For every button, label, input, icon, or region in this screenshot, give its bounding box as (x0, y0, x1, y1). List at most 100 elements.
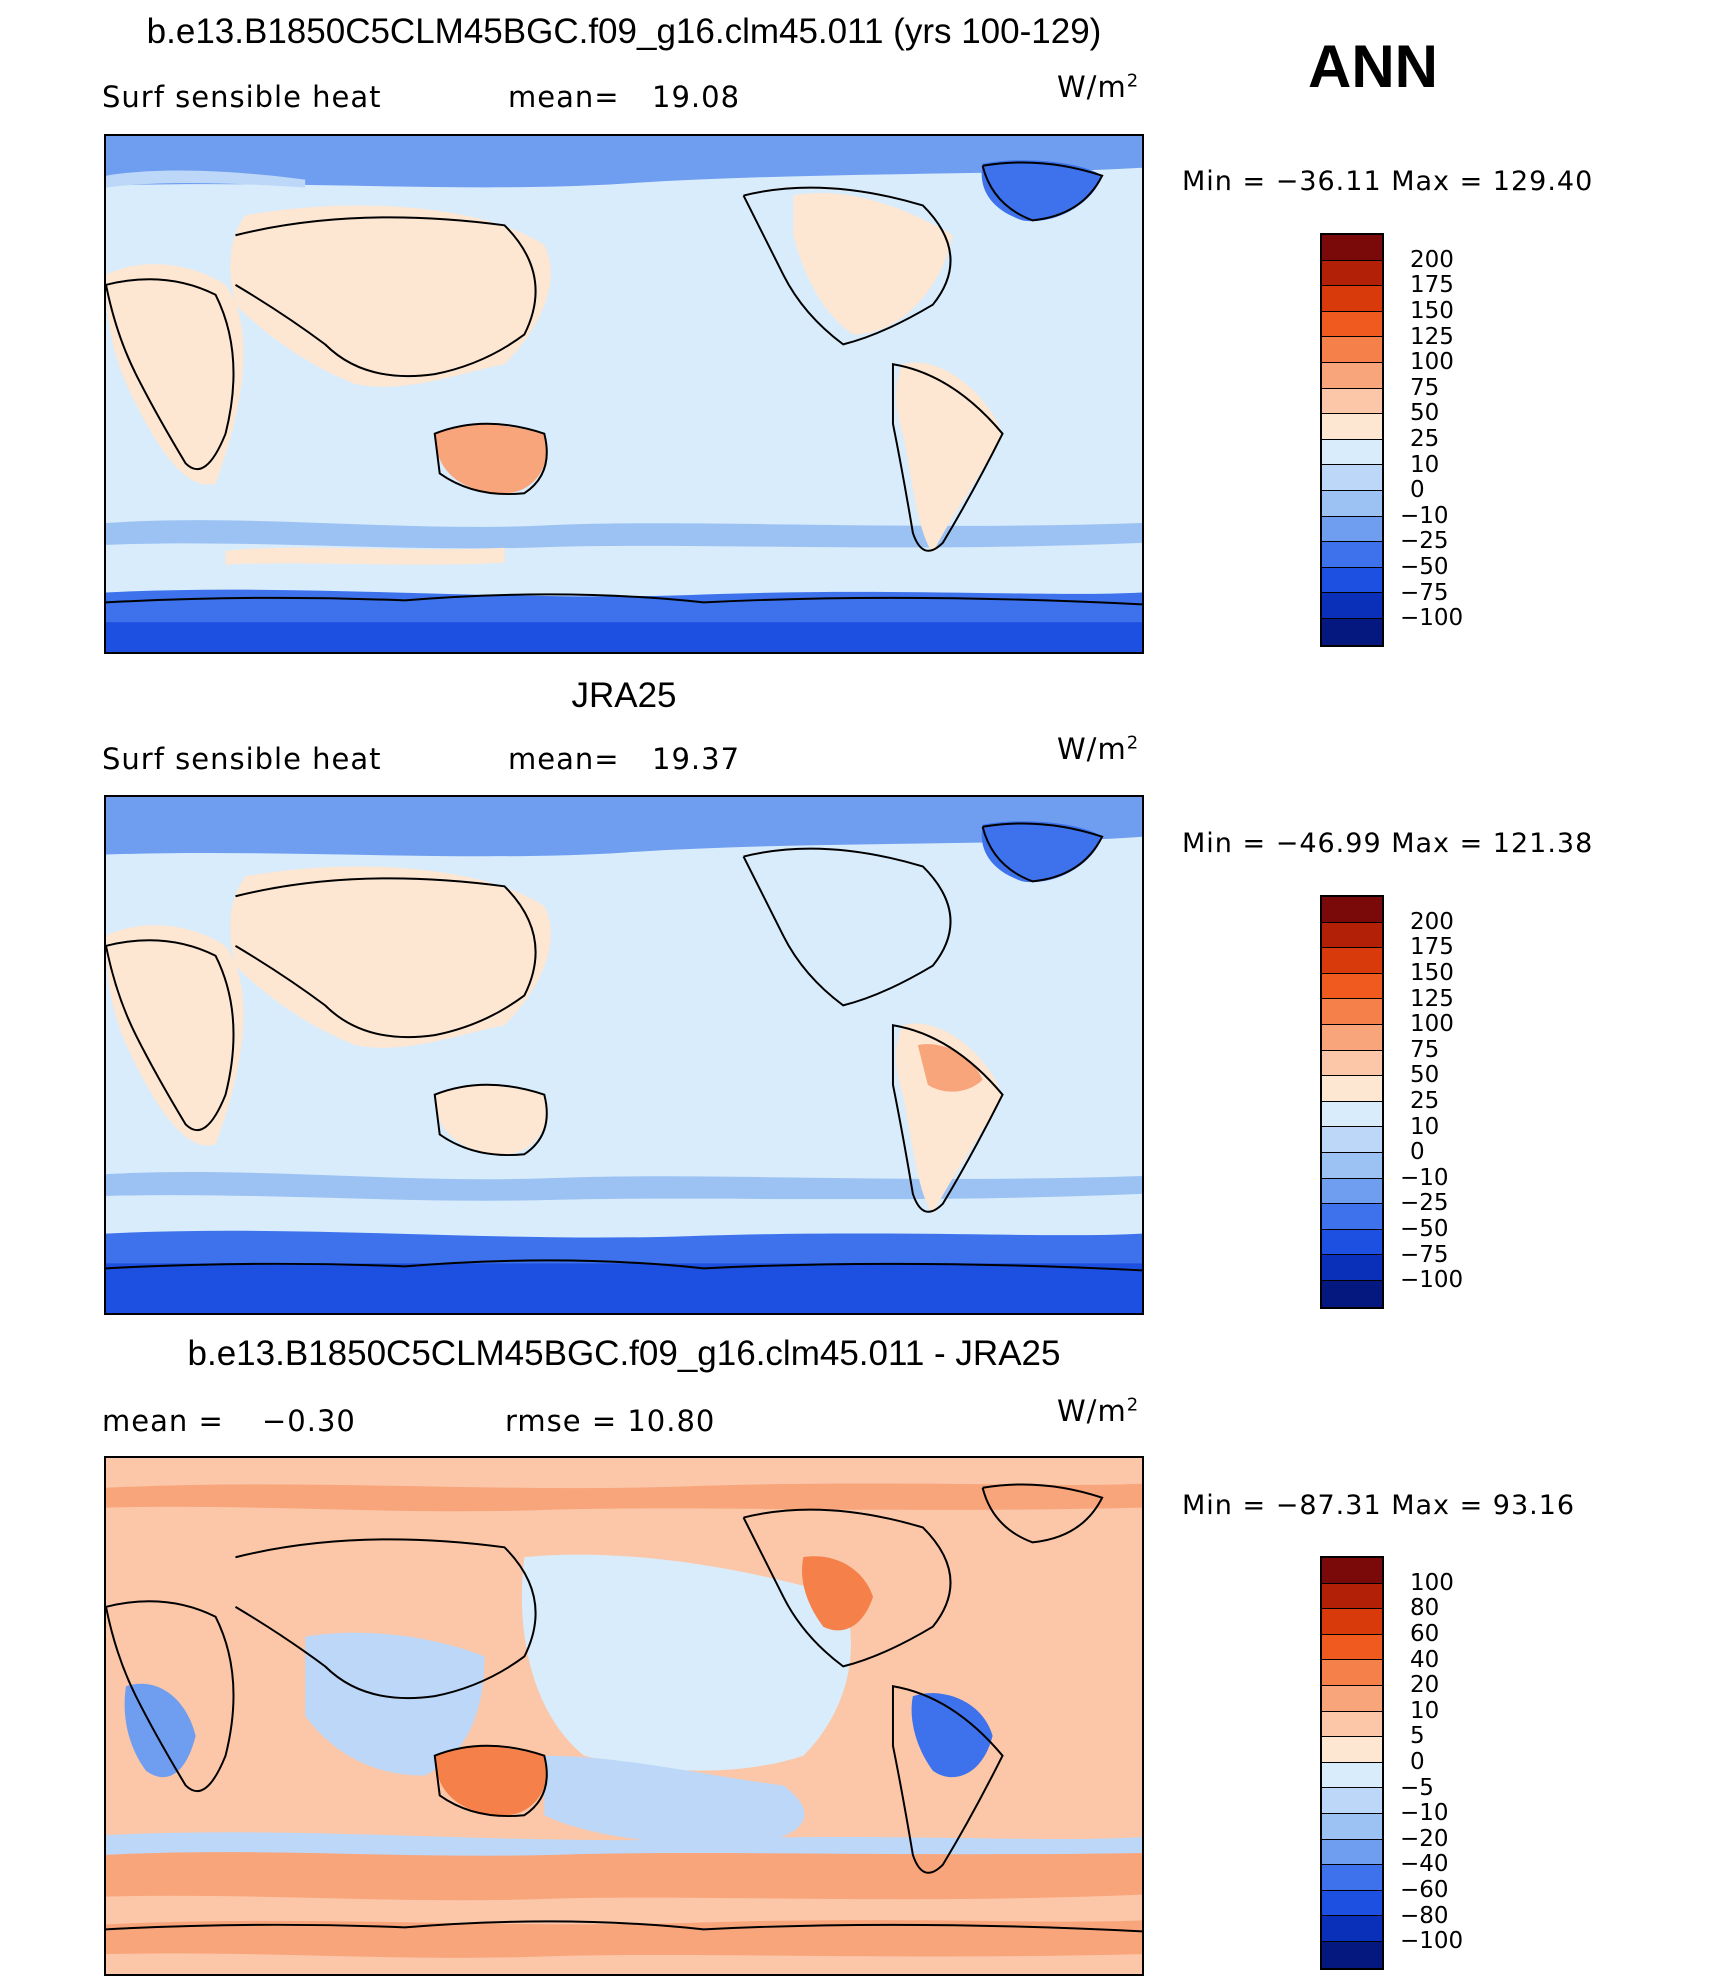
colorbar-level-label: 150 (1410, 960, 1454, 986)
colorbar-level-label: −10 (1400, 1800, 1449, 1827)
colorbar-swatch (1322, 1865, 1382, 1891)
colorbar-level-label: 0 (1410, 477, 1425, 504)
colorbar-swatch (1322, 1711, 1382, 1738)
colorbar-swatch (1322, 922, 1382, 949)
colorbar-level-label: 175 (1410, 934, 1454, 961)
panel-3-minmax: Min = −87.31 Max = 93.16 (1182, 1490, 1576, 1521)
colorbar-swatch (1322, 465, 1382, 491)
colorbar-level-label: 20 (1410, 1672, 1440, 1699)
colorbar-swatch (1322, 362, 1382, 389)
colorbar-level-label: 75 (1410, 1036, 1440, 1063)
panel-2-units: W/m2 (1057, 732, 1140, 766)
colorbar-level-label: −50 (1400, 1216, 1449, 1242)
panel-1-colorbar (1320, 233, 1384, 647)
colorbar-swatch (1322, 260, 1382, 287)
colorbar-swatch (1322, 414, 1382, 440)
colorbar-level-label: 75 (1410, 374, 1440, 401)
colorbar-swatch (1322, 1076, 1382, 1102)
colorbar-level-label: −100 (1400, 605, 1464, 632)
colorbar-level-label: −50 (1400, 554, 1449, 580)
colorbar-swatch (1322, 490, 1382, 517)
colorbar-swatch (1322, 1890, 1382, 1917)
colorbar-swatch (1322, 1280, 1382, 1307)
panel-2-colorbar (1320, 895, 1384, 1309)
colorbar-swatch (1322, 337, 1382, 363)
panel-2-minmax: Min = −46.99 Max = 121.38 (1182, 828, 1594, 859)
colorbar-swatch (1322, 1813, 1382, 1840)
colorbar-swatch (1322, 618, 1382, 645)
colorbar-level-label: 40 (1410, 1646, 1440, 1673)
colorbar-level-label: −25 (1400, 528, 1449, 555)
colorbar-swatch (1322, 897, 1382, 923)
colorbar-swatch (1322, 1101, 1382, 1128)
colorbar-swatch (1322, 1916, 1382, 1942)
colorbar-swatch (1322, 1024, 1382, 1051)
colorbar-level-label: 25 (1410, 1088, 1440, 1114)
colorbar-level-label: −10 (1400, 502, 1449, 529)
panel-3-mean-label: mean = (102, 1404, 224, 1438)
colorbar-swatch (1322, 1685, 1382, 1712)
colorbar-swatch (1322, 1204, 1382, 1230)
colorbar-swatch (1322, 1660, 1382, 1686)
panel-3-mean-value: −0.30 (262, 1404, 356, 1438)
panel-3-rmse: rmse = 10.80 (505, 1404, 716, 1438)
colorbar-swatch (1322, 1737, 1382, 1763)
colorbar-swatch (1322, 1762, 1382, 1789)
colorbar-level-label: 200 (1410, 246, 1454, 273)
colorbar-swatch (1322, 1941, 1382, 1968)
colorbar-swatch (1322, 542, 1382, 568)
colorbar-swatch (1322, 516, 1382, 543)
colorbar-level-label: −80 (1400, 1902, 1449, 1929)
colorbar-level-label: −5 (1400, 1774, 1434, 1801)
colorbar-level-label: 200 (1410, 908, 1454, 935)
colorbar-swatch (1322, 1255, 1382, 1281)
colorbar-swatch (1322, 1178, 1382, 1205)
colorbar-swatch (1322, 1127, 1382, 1153)
colorbar-level-label: 80 (1410, 1595, 1440, 1622)
colorbar-level-label: 10 (1410, 451, 1440, 478)
panel-2-variable: Surf sensible heat (102, 742, 382, 776)
panel-1-minmax: Min = −36.11 Max = 129.40 (1182, 166, 1594, 197)
colorbar-level-label: 100 (1410, 349, 1454, 376)
colorbar-swatch (1322, 1839, 1382, 1866)
colorbar-swatch (1322, 999, 1382, 1025)
panel-3-units: W/m2 (1057, 1394, 1140, 1428)
colorbar-level-label: 125 (1410, 323, 1454, 350)
colorbar-swatch (1322, 1229, 1382, 1256)
colorbar-level-label: 10 (1410, 1697, 1440, 1724)
colorbar-swatch (1322, 1634, 1382, 1661)
colorbar-swatch (1322, 948, 1382, 974)
panel-1-title: b.e13.B1850C5CLM45BGC.f09_g16.clm45.011 … (146, 12, 1102, 51)
colorbar-swatch (1322, 1583, 1382, 1610)
colorbar-level-label: 60 (1410, 1621, 1440, 1647)
colorbar-level-label: 100 (1410, 1011, 1454, 1038)
colorbar-level-label: 25 (1410, 426, 1440, 452)
colorbar-swatch (1322, 235, 1382, 261)
colorbar-swatch (1322, 1558, 1382, 1584)
colorbar-level-label: 5 (1410, 1723, 1425, 1750)
panel-3-title: b.e13.B1850C5CLM45BGC.f09_g16.clm45.011 … (187, 1334, 1061, 1373)
colorbar-level-label: −40 (1400, 1851, 1449, 1878)
colorbar-swatch (1322, 973, 1382, 1000)
colorbar-level-label: −100 (1400, 1267, 1464, 1294)
colorbar-level-label: 0 (1410, 1749, 1425, 1775)
colorbar-swatch (1322, 439, 1382, 466)
colorbar-level-label: 175 (1410, 272, 1454, 299)
colorbar-level-label: −20 (1400, 1825, 1449, 1852)
panel-1-variable: Surf sensible heat (102, 80, 382, 114)
colorbar-swatch (1322, 311, 1382, 338)
colorbar-level-label: 125 (1410, 985, 1454, 1012)
panel-2-mean-value: 19.37 (652, 742, 741, 776)
panel-3-map (104, 1456, 1144, 1976)
panel-2-mean-label: mean= (508, 742, 620, 776)
colorbar-level-label: −75 (1400, 1241, 1449, 1268)
colorbar-swatch (1322, 1050, 1382, 1077)
panel-1-mean-value: 19.08 (652, 80, 741, 114)
colorbar-swatch (1322, 1788, 1382, 1814)
colorbar-level-label: −25 (1400, 1190, 1449, 1217)
colorbar-swatch (1322, 1152, 1382, 1179)
panel-1-map (104, 134, 1144, 654)
colorbar-level-label: 10 (1410, 1113, 1440, 1140)
colorbar-level-label: −60 (1400, 1877, 1449, 1903)
colorbar-swatch (1322, 286, 1382, 312)
